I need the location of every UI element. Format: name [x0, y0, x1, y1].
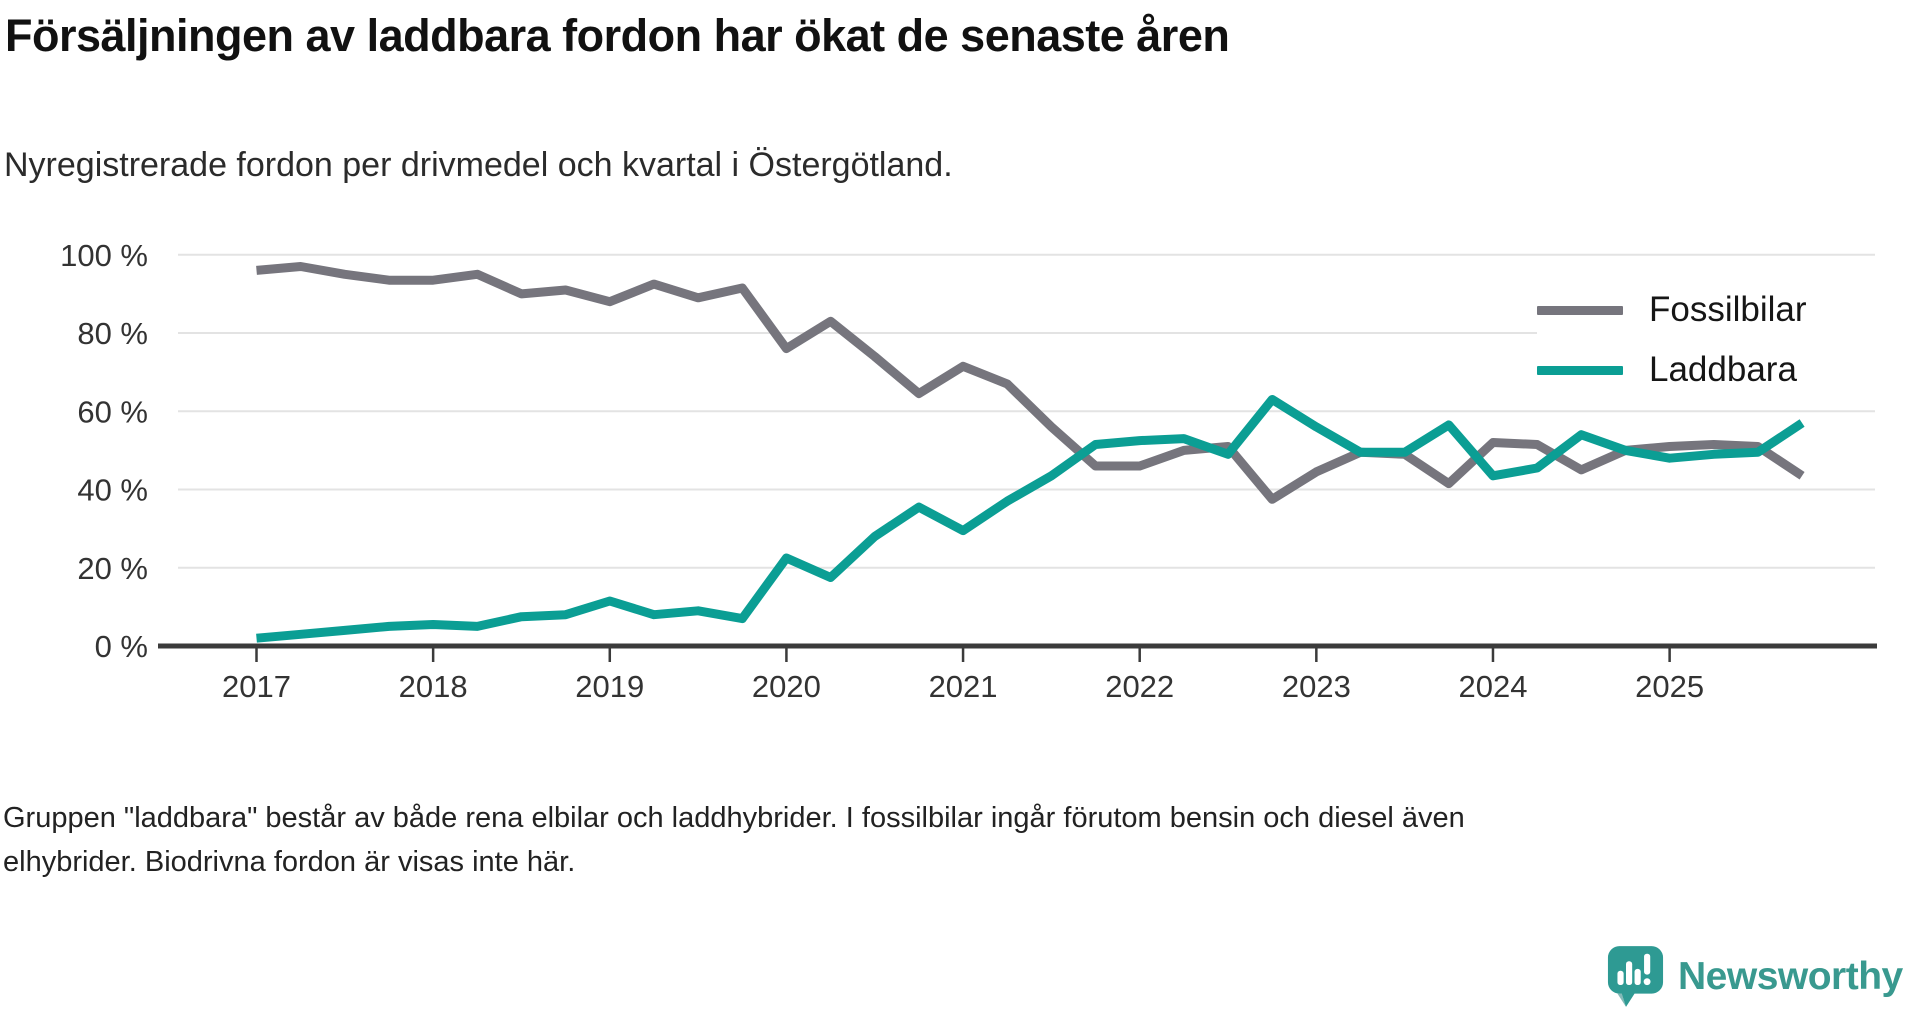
legend-label-laddbara: Laddbara: [1649, 350, 1797, 389]
x-axis-label-2023: 2023: [1282, 669, 1351, 704]
x-axis-label-2025: 2025: [1635, 669, 1704, 704]
x-axis-label-2024: 2024: [1458, 669, 1527, 704]
legend-item-laddbara: Laddbara: [1537, 343, 1917, 397]
x-axis-label-2020: 2020: [752, 669, 821, 704]
y-axis-label-0: 0 %: [95, 629, 148, 664]
newsworthy-logo-icon: [1607, 946, 1664, 1007]
y-axis-label-20: 20 %: [77, 551, 148, 586]
fossilbilar-line-swatch: [1537, 305, 1623, 315]
legend-label-fossilbilar: Fossilbilar: [1649, 290, 1807, 329]
y-axis-label-80: 80 %: [77, 316, 148, 351]
page-title: Försäljningen av laddbara fordon har öka…: [5, 10, 1230, 61]
x-axis-label-2018: 2018: [399, 669, 468, 704]
chart-legend: Fossilbilar Laddbara: [1537, 281, 1917, 399]
legend-item-fossilbilar: Fossilbilar: [1537, 283, 1917, 337]
footnote-line-2: elhybrider. Biodrivna fordon är visas in…: [3, 846, 576, 878]
y-axis-label-40: 40 %: [77, 473, 148, 508]
footnote-line-1: Gruppen "laddbara" består av både rena e…: [3, 802, 1465, 834]
x-axis-label-2021: 2021: [929, 669, 998, 704]
laddbara-line-swatch: [1537, 365, 1623, 375]
newsworthy-logo-text: Newsworthy: [1678, 954, 1903, 998]
y-axis-label-100: 100 %: [60, 238, 148, 273]
x-axis-label-2022: 2022: [1105, 669, 1174, 704]
page-subtitle: Nyregistrerade fordon per drivmedel och …: [4, 146, 953, 184]
logo-bars: [1617, 953, 1651, 986]
x-axis-label-2017: 2017: [222, 669, 291, 704]
series-line-fossilbilar: [256, 262, 1805, 504]
newsworthy-branding: Newsworthy: [1607, 945, 1903, 1008]
series-line-laddbara: [256, 395, 1805, 643]
chart-footnote: Gruppen "laddbara" består av både rena e…: [3, 796, 1465, 884]
y-axis-label-60: 60 %: [77, 394, 148, 429]
x-axis-label-2019: 2019: [575, 669, 644, 704]
